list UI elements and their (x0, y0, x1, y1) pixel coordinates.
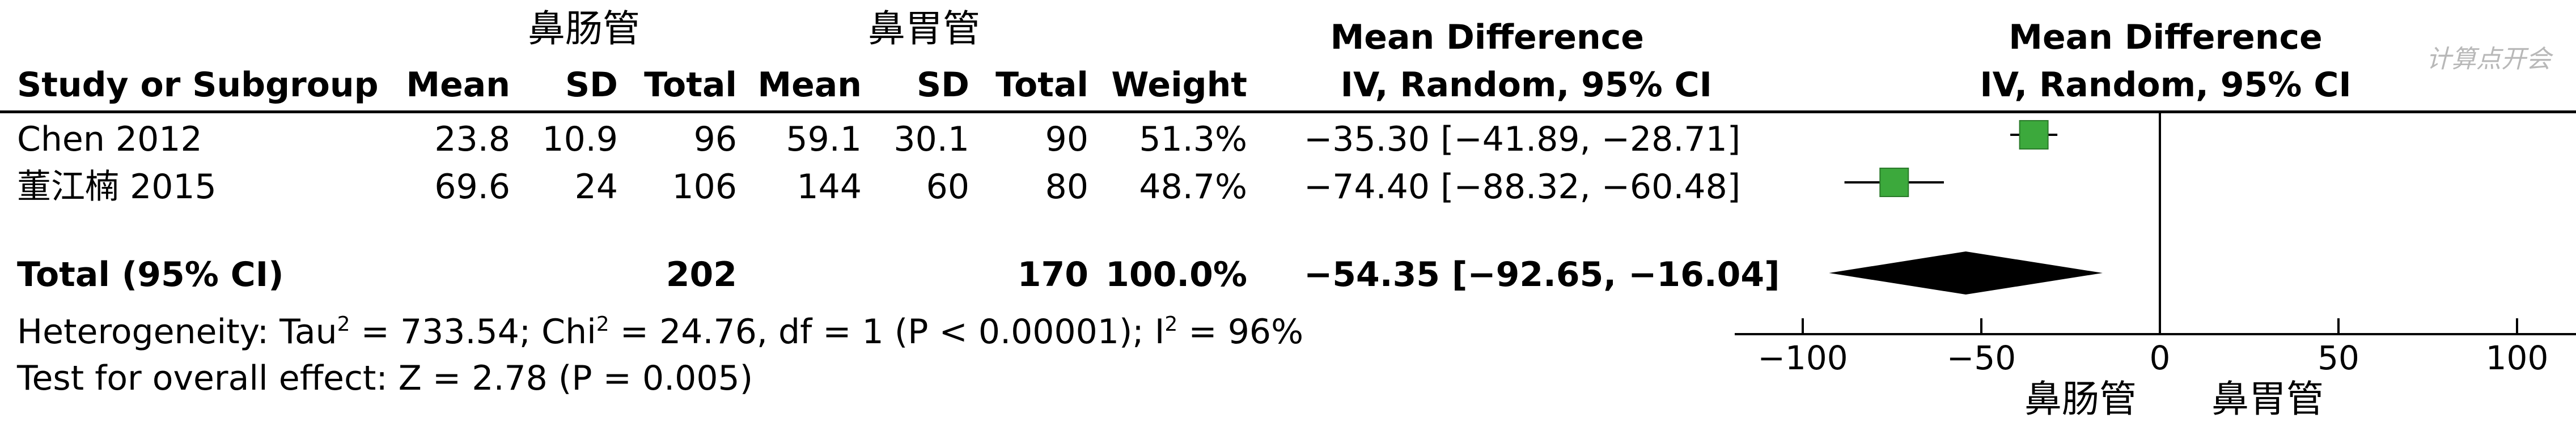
row-1-study: Chen 2012 (17, 120, 202, 159)
row-1-e-total: 96 (693, 120, 737, 159)
experimental-group-label: 鼻肠管 (528, 7, 640, 50)
x-tick-label: −50 (1947, 339, 2016, 377)
header-e-sd: SD (565, 65, 618, 105)
study-square (2019, 120, 2049, 150)
row-1-ci: −35.30 [−41.89, −28.71] (1304, 120, 1741, 159)
row-2-c-sd: 60 (926, 167, 969, 207)
row-2-c-mean: 144 (796, 167, 862, 207)
header-c-total: Total (995, 65, 1088, 105)
axis-label-right: 鼻胃管 (2211, 377, 2324, 421)
row-1-e-mean: 23.8 (434, 120, 510, 159)
md-method-table: IV, Random, 95% CI (1340, 65, 1712, 105)
header-c-mean: Mean (757, 65, 862, 105)
row-2-e-mean: 69.6 (434, 167, 510, 207)
x-tick-label: −100 (1757, 339, 1848, 377)
row-1-c-sd: 30.1 (893, 120, 969, 159)
header-weight: Weight (1111, 65, 1247, 105)
header-e-total: Total (644, 65, 737, 105)
row-2-study: 董江楠 2015 (17, 167, 217, 207)
md-method-plot: IV, Random, 95% CI (1980, 65, 2352, 105)
header-e-mean: Mean (406, 65, 510, 105)
pooled-diamond (1829, 251, 2103, 295)
header-c-sd: SD (916, 65, 969, 105)
watermark: 计算点开会 (2426, 45, 2551, 74)
row-2-e-total: 106 (672, 167, 737, 207)
total-weight: 100.0% (1105, 255, 1247, 295)
total-e-total: 202 (666, 255, 737, 295)
overall-effect-text: Test for overall effect: Z = 2.78 (P = 0… (17, 359, 753, 398)
axis-label-left: 鼻肠管 (2024, 377, 2137, 421)
md-title-table: Mean Difference (1330, 18, 1644, 57)
total-label: Total (95% CI) (17, 255, 284, 295)
row-2-c-total: 80 (1045, 167, 1088, 207)
x-tick-label: 50 (2317, 339, 2359, 377)
row-1-c-total: 90 (1045, 120, 1088, 159)
total-ci: −54.35 [−92.65, −16.04] (1304, 255, 1780, 295)
row-2-e-sd: 24 (574, 167, 618, 207)
row-1-e-sd: 10.9 (542, 120, 618, 159)
row-1-c-mean: 59.1 (786, 120, 862, 159)
total-c-total: 170 (1017, 255, 1088, 295)
header-rule-plot (1746, 110, 2576, 113)
heterogeneity-text: Heterogeneity: Tau2 = 733.54; Chi2 = 24.… (17, 312, 1304, 352)
x-tick-label: 100 (2486, 339, 2549, 377)
row-1-weight: 51.3% (1139, 120, 1247, 159)
study-square (1879, 168, 1909, 197)
row-2-weight: 48.7% (1139, 167, 1247, 207)
control-group-label: 鼻胃管 (868, 7, 980, 50)
row-2-ci: −74.40 [−88.32, −60.48] (1304, 167, 1741, 207)
header-rule-table (0, 110, 1746, 113)
x-tick-label: 0 (2150, 339, 2171, 377)
md-title-plot: Mean Difference (2009, 18, 2323, 57)
header-study: Study or Subgroup (17, 65, 379, 105)
